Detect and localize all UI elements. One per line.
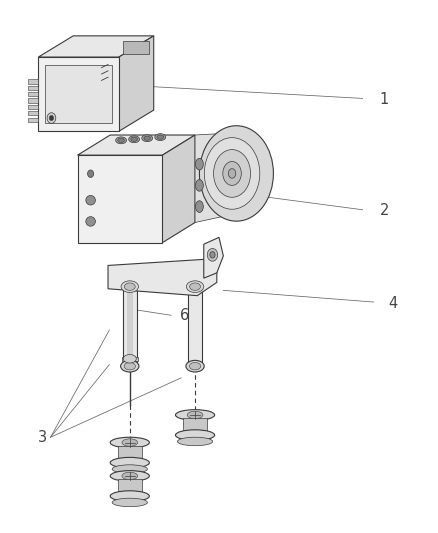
Ellipse shape <box>223 161 241 185</box>
Ellipse shape <box>176 430 215 440</box>
Ellipse shape <box>199 126 273 221</box>
Ellipse shape <box>189 362 201 370</box>
Circle shape <box>207 248 218 261</box>
Polygon shape <box>28 92 39 96</box>
Ellipse shape <box>110 457 149 468</box>
Ellipse shape <box>116 137 127 144</box>
Polygon shape <box>28 79 39 84</box>
Ellipse shape <box>186 360 204 372</box>
Polygon shape <box>162 135 195 243</box>
Ellipse shape <box>195 158 203 170</box>
Ellipse shape <box>121 281 138 293</box>
Ellipse shape <box>228 168 236 178</box>
Text: 6: 6 <box>180 308 189 323</box>
Ellipse shape <box>124 362 135 370</box>
Ellipse shape <box>142 135 152 142</box>
Ellipse shape <box>144 136 150 140</box>
Ellipse shape <box>131 137 138 141</box>
Polygon shape <box>108 259 217 296</box>
Ellipse shape <box>86 196 95 205</box>
Circle shape <box>47 113 56 123</box>
Ellipse shape <box>204 138 260 209</box>
Ellipse shape <box>157 135 163 139</box>
Text: 3: 3 <box>38 430 47 445</box>
Polygon shape <box>39 57 119 131</box>
Ellipse shape <box>122 439 138 446</box>
Ellipse shape <box>177 437 213 446</box>
Polygon shape <box>204 237 223 278</box>
Polygon shape <box>195 133 234 222</box>
Polygon shape <box>28 117 39 122</box>
Circle shape <box>88 170 94 177</box>
Circle shape <box>49 115 53 120</box>
Ellipse shape <box>214 150 251 197</box>
Ellipse shape <box>123 354 136 363</box>
Text: 2: 2 <box>380 203 389 219</box>
Text: 4: 4 <box>389 296 398 311</box>
Ellipse shape <box>122 472 138 480</box>
Polygon shape <box>78 155 162 243</box>
Ellipse shape <box>155 134 166 141</box>
Ellipse shape <box>186 281 204 293</box>
Polygon shape <box>127 288 133 363</box>
Polygon shape <box>118 479 141 496</box>
Ellipse shape <box>86 216 95 226</box>
Polygon shape <box>78 135 195 155</box>
Polygon shape <box>118 446 141 463</box>
Polygon shape <box>184 418 207 435</box>
Polygon shape <box>122 357 138 361</box>
Polygon shape <box>123 41 149 54</box>
Ellipse shape <box>129 136 140 143</box>
Ellipse shape <box>112 498 148 507</box>
Polygon shape <box>28 86 39 90</box>
Ellipse shape <box>124 283 135 290</box>
Polygon shape <box>28 99 39 103</box>
Polygon shape <box>45 65 113 123</box>
Polygon shape <box>28 105 39 109</box>
Ellipse shape <box>190 283 201 290</box>
Ellipse shape <box>118 138 124 142</box>
Circle shape <box>210 252 215 258</box>
Polygon shape <box>123 285 137 365</box>
Text: 1: 1 <box>380 92 389 107</box>
Ellipse shape <box>187 411 203 419</box>
Polygon shape <box>28 111 39 115</box>
Polygon shape <box>119 36 154 131</box>
Polygon shape <box>39 36 154 57</box>
Ellipse shape <box>176 410 215 420</box>
Ellipse shape <box>112 465 148 473</box>
Ellipse shape <box>195 201 203 213</box>
Polygon shape <box>188 277 202 365</box>
Ellipse shape <box>195 180 203 191</box>
Ellipse shape <box>110 471 149 481</box>
Ellipse shape <box>120 360 139 372</box>
Ellipse shape <box>110 491 149 502</box>
Ellipse shape <box>110 437 149 448</box>
